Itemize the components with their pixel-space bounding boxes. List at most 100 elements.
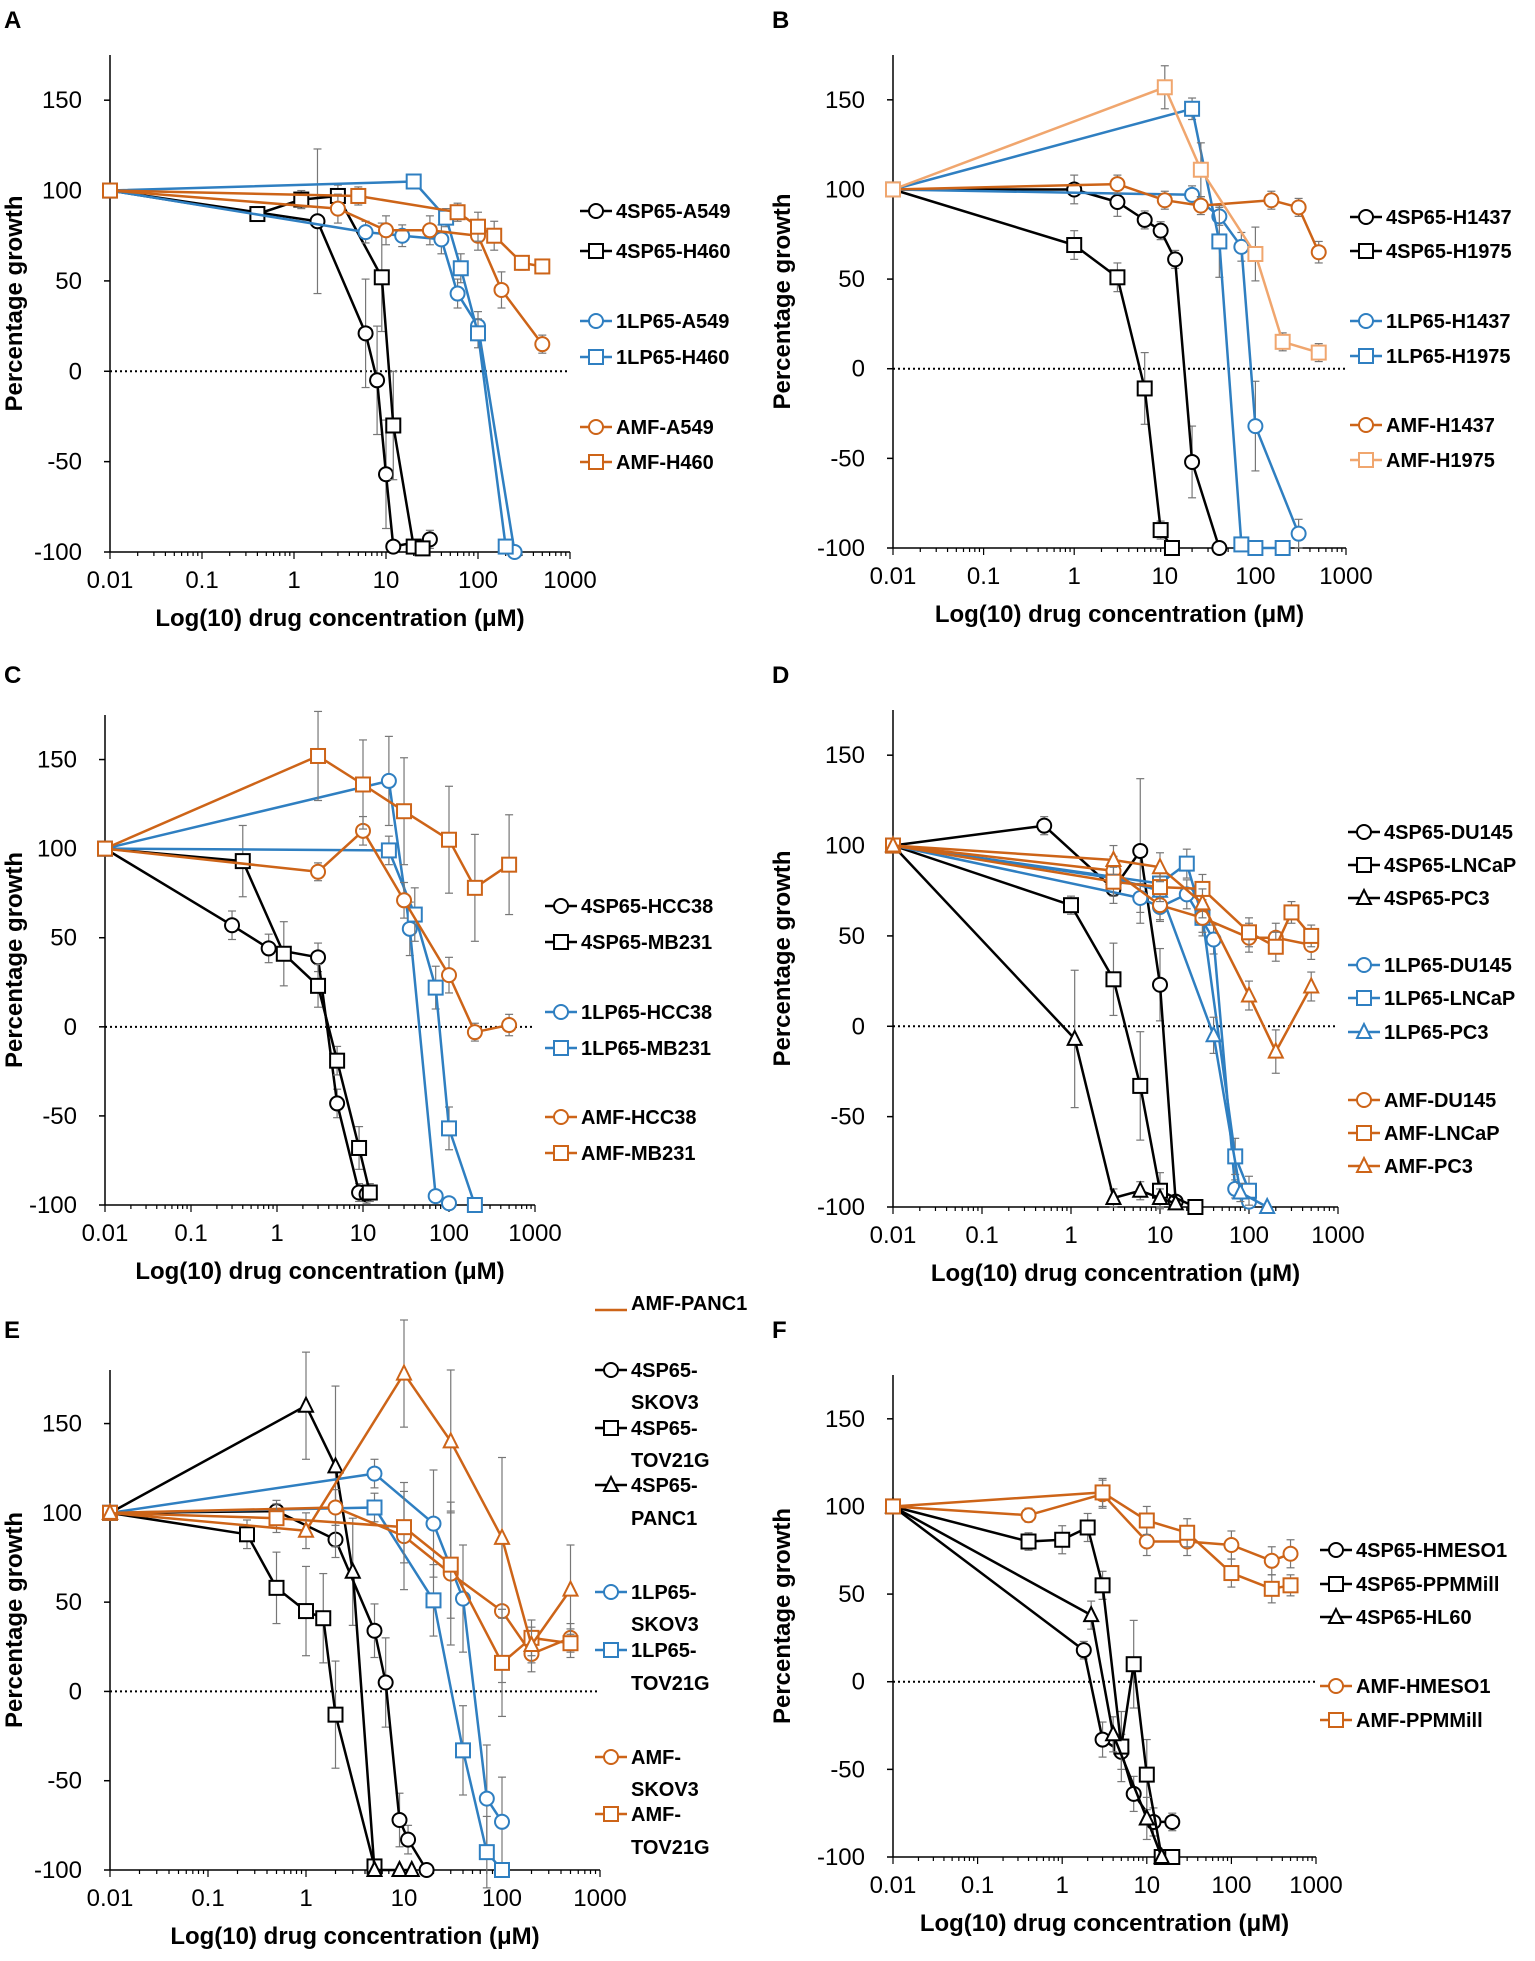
panel-c: C -100 -50 0 50 100 150 0.01 0.1 1 10 100 1000Log(10… [1,662,713,1285]
data-point [380,772,397,789]
data-point [1151,856,1169,875]
data-point [534,258,551,275]
data-point [1105,971,1122,988]
legend-marker [1358,209,1374,225]
data-point [1282,1577,1299,1594]
legend-label: 1LP65-A549 [616,311,729,333]
data-point [1193,893,1212,911]
legend-marker [1358,417,1374,433]
legend-item-4sp65-hcc38: 4SP65-HCC38 [545,896,713,918]
y-axis-title: Percentage growth [769,1508,796,1724]
data-point [1163,540,1180,556]
data-point [310,949,327,966]
data-point [493,281,510,298]
y-tick-label: -50 [830,1104,865,1131]
y-tick-label: 100 [825,833,865,860]
data-point [1282,1545,1299,1562]
data-point [1109,194,1126,211]
data-point [534,336,551,353]
panel-b: B -100 -50 0 50 100 150 0.01 0.1 1 10 100 1000 Log(10… [769,7,1512,628]
data-point [1132,1077,1149,1094]
series-1lp65-h460 [102,173,514,555]
data-point [1247,418,1264,435]
data-point [425,1515,442,1532]
y-tick-label: 50 [55,1589,82,1616]
series-4sp65-h1437 [885,174,1228,556]
legend-label: AMF-H1975 [1386,450,1495,472]
legend-label: 4SP65-A549 [616,201,731,223]
legend-label: AMF- TOV21G [631,1804,710,1859]
data-point [101,1502,119,1520]
data-point [885,1498,901,1515]
data-point [466,879,483,896]
data-point [1263,1552,1280,1569]
data-point [297,1520,315,1538]
data-point [369,372,386,389]
data-point [373,269,390,286]
data-point [1247,245,1264,262]
legend-label: 1LP65- SKOV3 [631,1582,699,1636]
data-point [885,181,901,198]
data-point [1104,1724,1122,1742]
data-point [275,945,292,962]
x-tick-label: 10 [1151,563,1178,590]
data-point [377,1674,394,1691]
series-4sp65-hcc38 [97,840,375,1204]
data-point [470,325,486,342]
legend-label: 4SP65-HCC38 [581,896,713,918]
data-point [452,260,469,277]
y-axis-title: Percentage growth [1,195,28,411]
data-point [1152,222,1169,239]
legend-marker [603,1749,619,1765]
y-tick-label: -50 [47,1768,82,1795]
series-line [104,847,372,1193]
data-point [268,1510,285,1527]
legend-item-4sp65-hl60: 4SP65-HL60 [1320,1606,1472,1629]
data-point [1138,1533,1155,1550]
legend-label: 1LP65-H1975 [1386,346,1511,368]
data-point [1263,1580,1280,1597]
x-tick-label: 0.1 [174,1220,207,1247]
data-point [455,1742,472,1759]
legend-item-1lp65-a549: 1LP65-A549 [580,311,729,333]
data-point [268,1579,285,1596]
data-point [884,835,902,853]
data-point [400,1831,417,1848]
data-point [390,1859,409,1877]
y-tick-label: 150 [42,1411,82,1438]
legend-marker [1355,887,1373,905]
legend-marker [588,243,604,259]
data-point [1054,1531,1071,1548]
data-point [326,1456,345,1474]
x-tick-label: 100 [1229,1222,1269,1249]
data-point [1231,1182,1249,1200]
x-tick-label: 1000 [1319,563,1372,590]
data-point [1204,1025,1223,1043]
data-point [361,1184,378,1201]
series-line [892,107,1283,550]
data-point [441,1120,457,1137]
y-tick-label: 100 [42,178,82,205]
data-point [494,1813,510,1830]
data-point [1020,1533,1037,1550]
panel-letter: F [772,1317,787,1344]
x-tick-label: 0.01 [82,1220,129,1247]
data-point [513,254,530,271]
y-tick-label: 0 [852,1669,865,1696]
data-point [1179,1524,1196,1541]
data-point [486,227,503,244]
data-point [1241,924,1257,941]
data-point [357,224,374,241]
data-point [1240,985,1258,1003]
y-tick-label: 50 [55,268,82,295]
legend-marker [588,313,604,329]
legend-item-amf-h1975: AMF-H1975 [1350,450,1495,472]
legend-label: 1LP65-DU145 [1384,955,1512,977]
data-point [449,285,466,302]
x-tick-label: 0.01 [870,1872,917,1899]
legend-marker [1356,990,1372,1006]
legend-label: 4SP65-PPMMill [1356,1574,1499,1596]
legend-marker [1356,957,1372,973]
legend-label: 4SP65- TOV21G [631,1418,710,1472]
legend-marker [1355,1155,1373,1173]
